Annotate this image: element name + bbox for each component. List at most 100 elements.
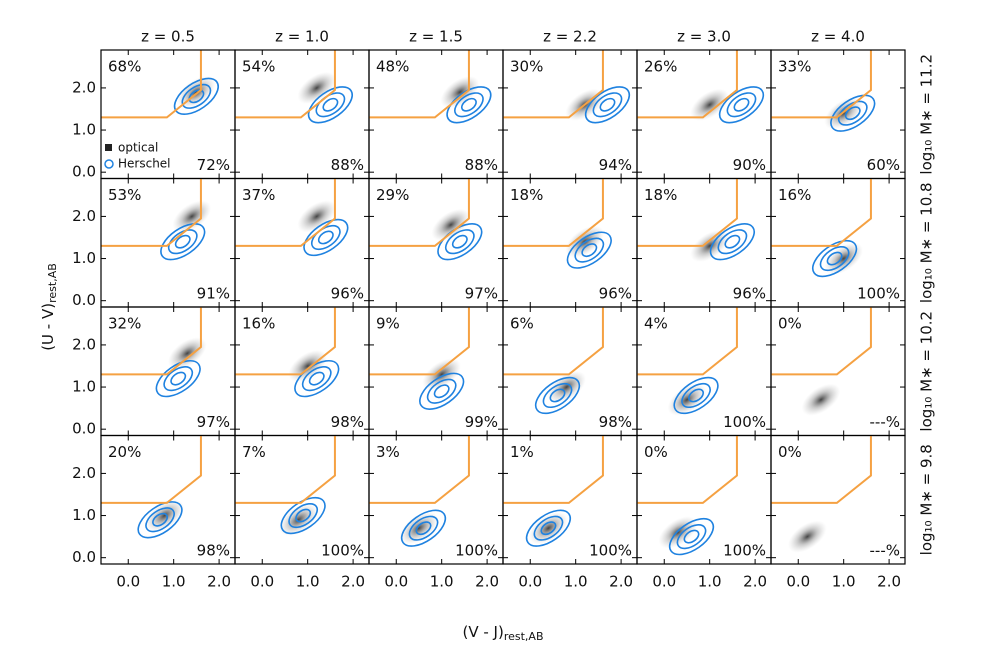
axis-label: (V - J)rest,AB	[462, 623, 543, 644]
selection-line	[637, 50, 738, 119]
herschel-contour	[566, 231, 612, 269]
selection-line	[235, 307, 336, 376]
herschel-contour	[592, 92, 623, 118]
axis-label-sub: rest,AB	[46, 263, 59, 303]
selection-line	[503, 435, 604, 504]
selection-line	[101, 435, 202, 504]
herschel-contour	[733, 97, 750, 112]
herschel-fraction: 100%	[723, 413, 766, 431]
x-tick-label: 2.0	[341, 573, 365, 591]
herschel-fraction: 94%	[599, 156, 632, 174]
herschel-contour	[308, 371, 325, 386]
y-tick-label: 0.0	[72, 163, 96, 181]
herschel-contour	[683, 529, 700, 544]
optical-density	[145, 499, 184, 532]
herschel-contour	[408, 515, 439, 541]
herschel-contour	[534, 376, 581, 415]
herschel-contour	[426, 378, 457, 404]
herschel-contour	[830, 94, 876, 132]
optical-fraction: 18%	[510, 186, 543, 204]
optical-density	[431, 208, 471, 241]
x-tick-label: 0.0	[652, 573, 676, 591]
optical-density	[690, 88, 729, 121]
optical-fraction: 6%	[510, 315, 534, 333]
herschel-fraction: 90%	[733, 156, 766, 174]
herschel-contour	[709, 223, 755, 261]
herschel-fraction: 100%	[455, 542, 498, 560]
herschel-contour	[724, 234, 741, 249]
herschel-fraction: 91%	[197, 285, 230, 303]
x-tick-label: 1.0	[564, 573, 588, 591]
herschel-contour	[163, 366, 194, 392]
column-title: z = 3.0	[677, 28, 731, 46]
x-tick-label: 1.0	[296, 573, 320, 591]
legend-marker	[105, 144, 112, 151]
row-title: log₁₀ M∗ = 9.8	[918, 444, 936, 555]
herschel-contour	[446, 86, 492, 124]
herschel-contour	[688, 388, 705, 403]
herschel-fraction: 88%	[465, 156, 498, 174]
herschel-contour	[717, 229, 748, 255]
x-tick-label: 0.0	[116, 573, 140, 591]
row-title: log₁₀ M∗ = 10.2	[918, 311, 936, 432]
herschel-contour	[170, 371, 187, 386]
herschel-contour	[668, 517, 715, 556]
selection-line	[637, 435, 738, 504]
herschel-contour	[819, 245, 850, 272]
herschel-contour	[844, 106, 861, 121]
column-title: z = 1.5	[409, 28, 463, 46]
axis-label-main: (V - J)	[462, 623, 503, 641]
herschel-contour	[584, 86, 631, 124]
selection-line	[503, 50, 604, 119]
herschel-contour	[181, 83, 212, 109]
x-tick-label: 1.0	[162, 573, 186, 591]
herschel-contour	[673, 376, 719, 415]
selection-line	[101, 307, 202, 376]
herschel-contour	[581, 243, 598, 258]
herschel-contour	[837, 100, 868, 126]
column-title: z = 4.0	[811, 28, 865, 46]
herschel-contour	[301, 366, 332, 392]
axis-label: (U - V)rest,AB	[39, 263, 60, 351]
legend-label: Herschel	[118, 157, 171, 171]
panel	[770, 434, 906, 565]
herschel-contour	[681, 382, 711, 409]
axis-label-sub: rest,AB	[504, 630, 544, 643]
herschel-fraction: 96%	[599, 285, 632, 303]
optical-fraction: 53%	[108, 186, 141, 204]
herschel-contour	[533, 515, 564, 541]
herschel-contour	[549, 388, 566, 403]
x-tick-label: 1.0	[430, 573, 454, 591]
panel	[234, 306, 370, 437]
optical-fraction: 16%	[778, 186, 811, 204]
herschel-fraction: 60%	[867, 156, 900, 174]
selection-line	[101, 178, 202, 247]
x-tick-label: 2.0	[877, 573, 901, 591]
y-tick-label: 1.0	[72, 121, 96, 139]
herschel-contour	[444, 229, 475, 255]
y-tick-label: 0.0	[72, 548, 96, 566]
x-tick-label: 2.0	[609, 573, 633, 591]
herschel-contour	[676, 524, 707, 550]
herschel-contour	[288, 502, 319, 529]
optical-fraction: 0%	[778, 315, 802, 333]
x-tick-label: 0.0	[384, 573, 408, 591]
herschel-contour	[542, 382, 573, 409]
selection-line	[771, 435, 872, 504]
herschel-contour	[295, 508, 312, 523]
y-tick-label: 2.0	[72, 207, 96, 225]
herschel-fraction: 97%	[465, 285, 498, 303]
optical-fraction: 9%	[376, 315, 400, 333]
herschel-fraction: 99%	[465, 413, 498, 431]
row-title: log₁₀ M∗ = 10.8	[918, 182, 936, 303]
optical-fraction: 29%	[376, 186, 409, 204]
x-tick-label: 1.0	[832, 573, 856, 591]
herschel-fraction: 97%	[197, 413, 230, 431]
optical-density	[658, 516, 698, 549]
optical-density	[801, 383, 841, 416]
herschel-fraction: 100%	[589, 542, 632, 560]
herschel-contour	[451, 234, 468, 249]
optical-fraction: 18%	[644, 186, 677, 204]
row-title: log₁₀ M∗ = 11.2	[918, 54, 936, 175]
